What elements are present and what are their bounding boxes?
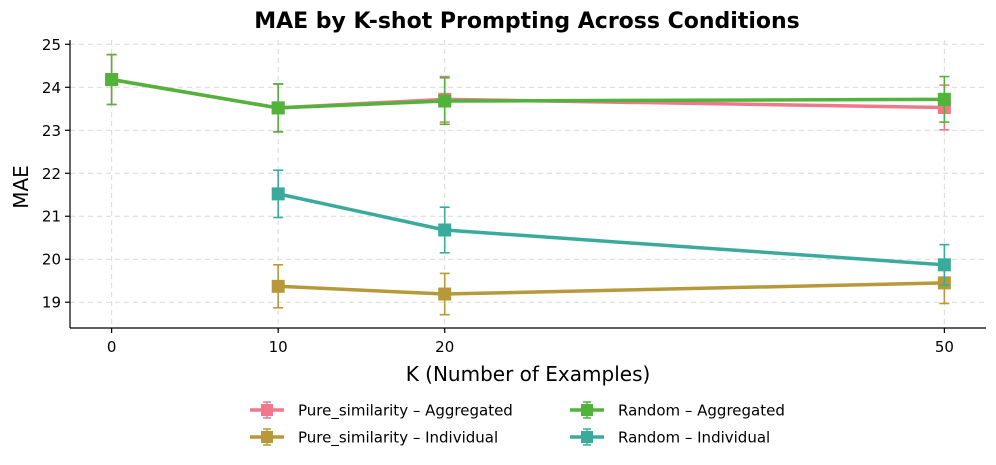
legend-item-1: Pure_similarity – Individual [250,428,498,448]
y-tick-label-25: 25 [42,36,61,54]
chart-title: MAE by K-shot Prompting Across Condition… [254,9,800,34]
series-line-2 [111,77,945,110]
axes-layer: 0 10 20 50 19 20 21 22 23 24 25 [42,36,986,356]
legend-label-1: Pure_similarity – Individual [298,429,498,448]
y-tick-label-19: 19 [42,294,61,312]
series-layer [105,53,951,316]
series-line-3 [277,192,945,267]
x-axis-label: K (Number of Examples) [406,362,651,386]
x-tick-label-10: 10 [269,338,288,356]
series-line-1 [278,281,945,296]
series-3 [271,169,951,286]
legend-swatch-marker-2 [581,404,593,416]
legend: Pure_similarity – Aggregated Pure_similar… [250,401,785,448]
x-tick-label-20: 20 [435,338,454,356]
series-1 [271,261,951,316]
y-tick-label-20: 20 [42,251,61,269]
data-point-2-2 [438,94,452,108]
y-tick-label-24: 24 [42,79,61,97]
legend-label-3: Random – Individual [618,429,770,447]
data-point-2-3 [937,92,951,106]
legend-swatch-marker-0 [261,404,273,416]
y-tick-label-23: 23 [42,122,61,140]
series-line-0 [111,77,945,110]
legend-item-2: Random – Aggregated [570,401,785,420]
y-tick-label-21: 21 [42,208,61,226]
data-point-1-0 [271,279,285,293]
data-point-2-1 [271,101,285,115]
series-0 [105,53,951,133]
data-point-3-1 [438,223,452,237]
data-point-1-1 [438,287,452,301]
legend-swatch-marker-1 [261,431,273,443]
legend-item-3: Random – Individual [570,428,770,447]
series-2 [105,53,951,133]
data-point-3-2 [937,258,951,272]
x-tick-label-50: 50 [935,338,954,356]
legend-label-0: Pure_similarity – Aggregated [298,402,513,421]
legend-item-0: Pure_similarity – Aggregated [250,401,513,421]
x-tick-label-0: 0 [107,338,117,356]
legend-label-2: Random – Aggregated [618,402,785,420]
legend-swatch-marker-3 [581,431,593,443]
y-tick-label-22: 22 [42,165,61,183]
data-point-2-0 [105,73,119,87]
y-axis-label: MAE [9,165,33,209]
data-point-3-0 [271,187,285,201]
